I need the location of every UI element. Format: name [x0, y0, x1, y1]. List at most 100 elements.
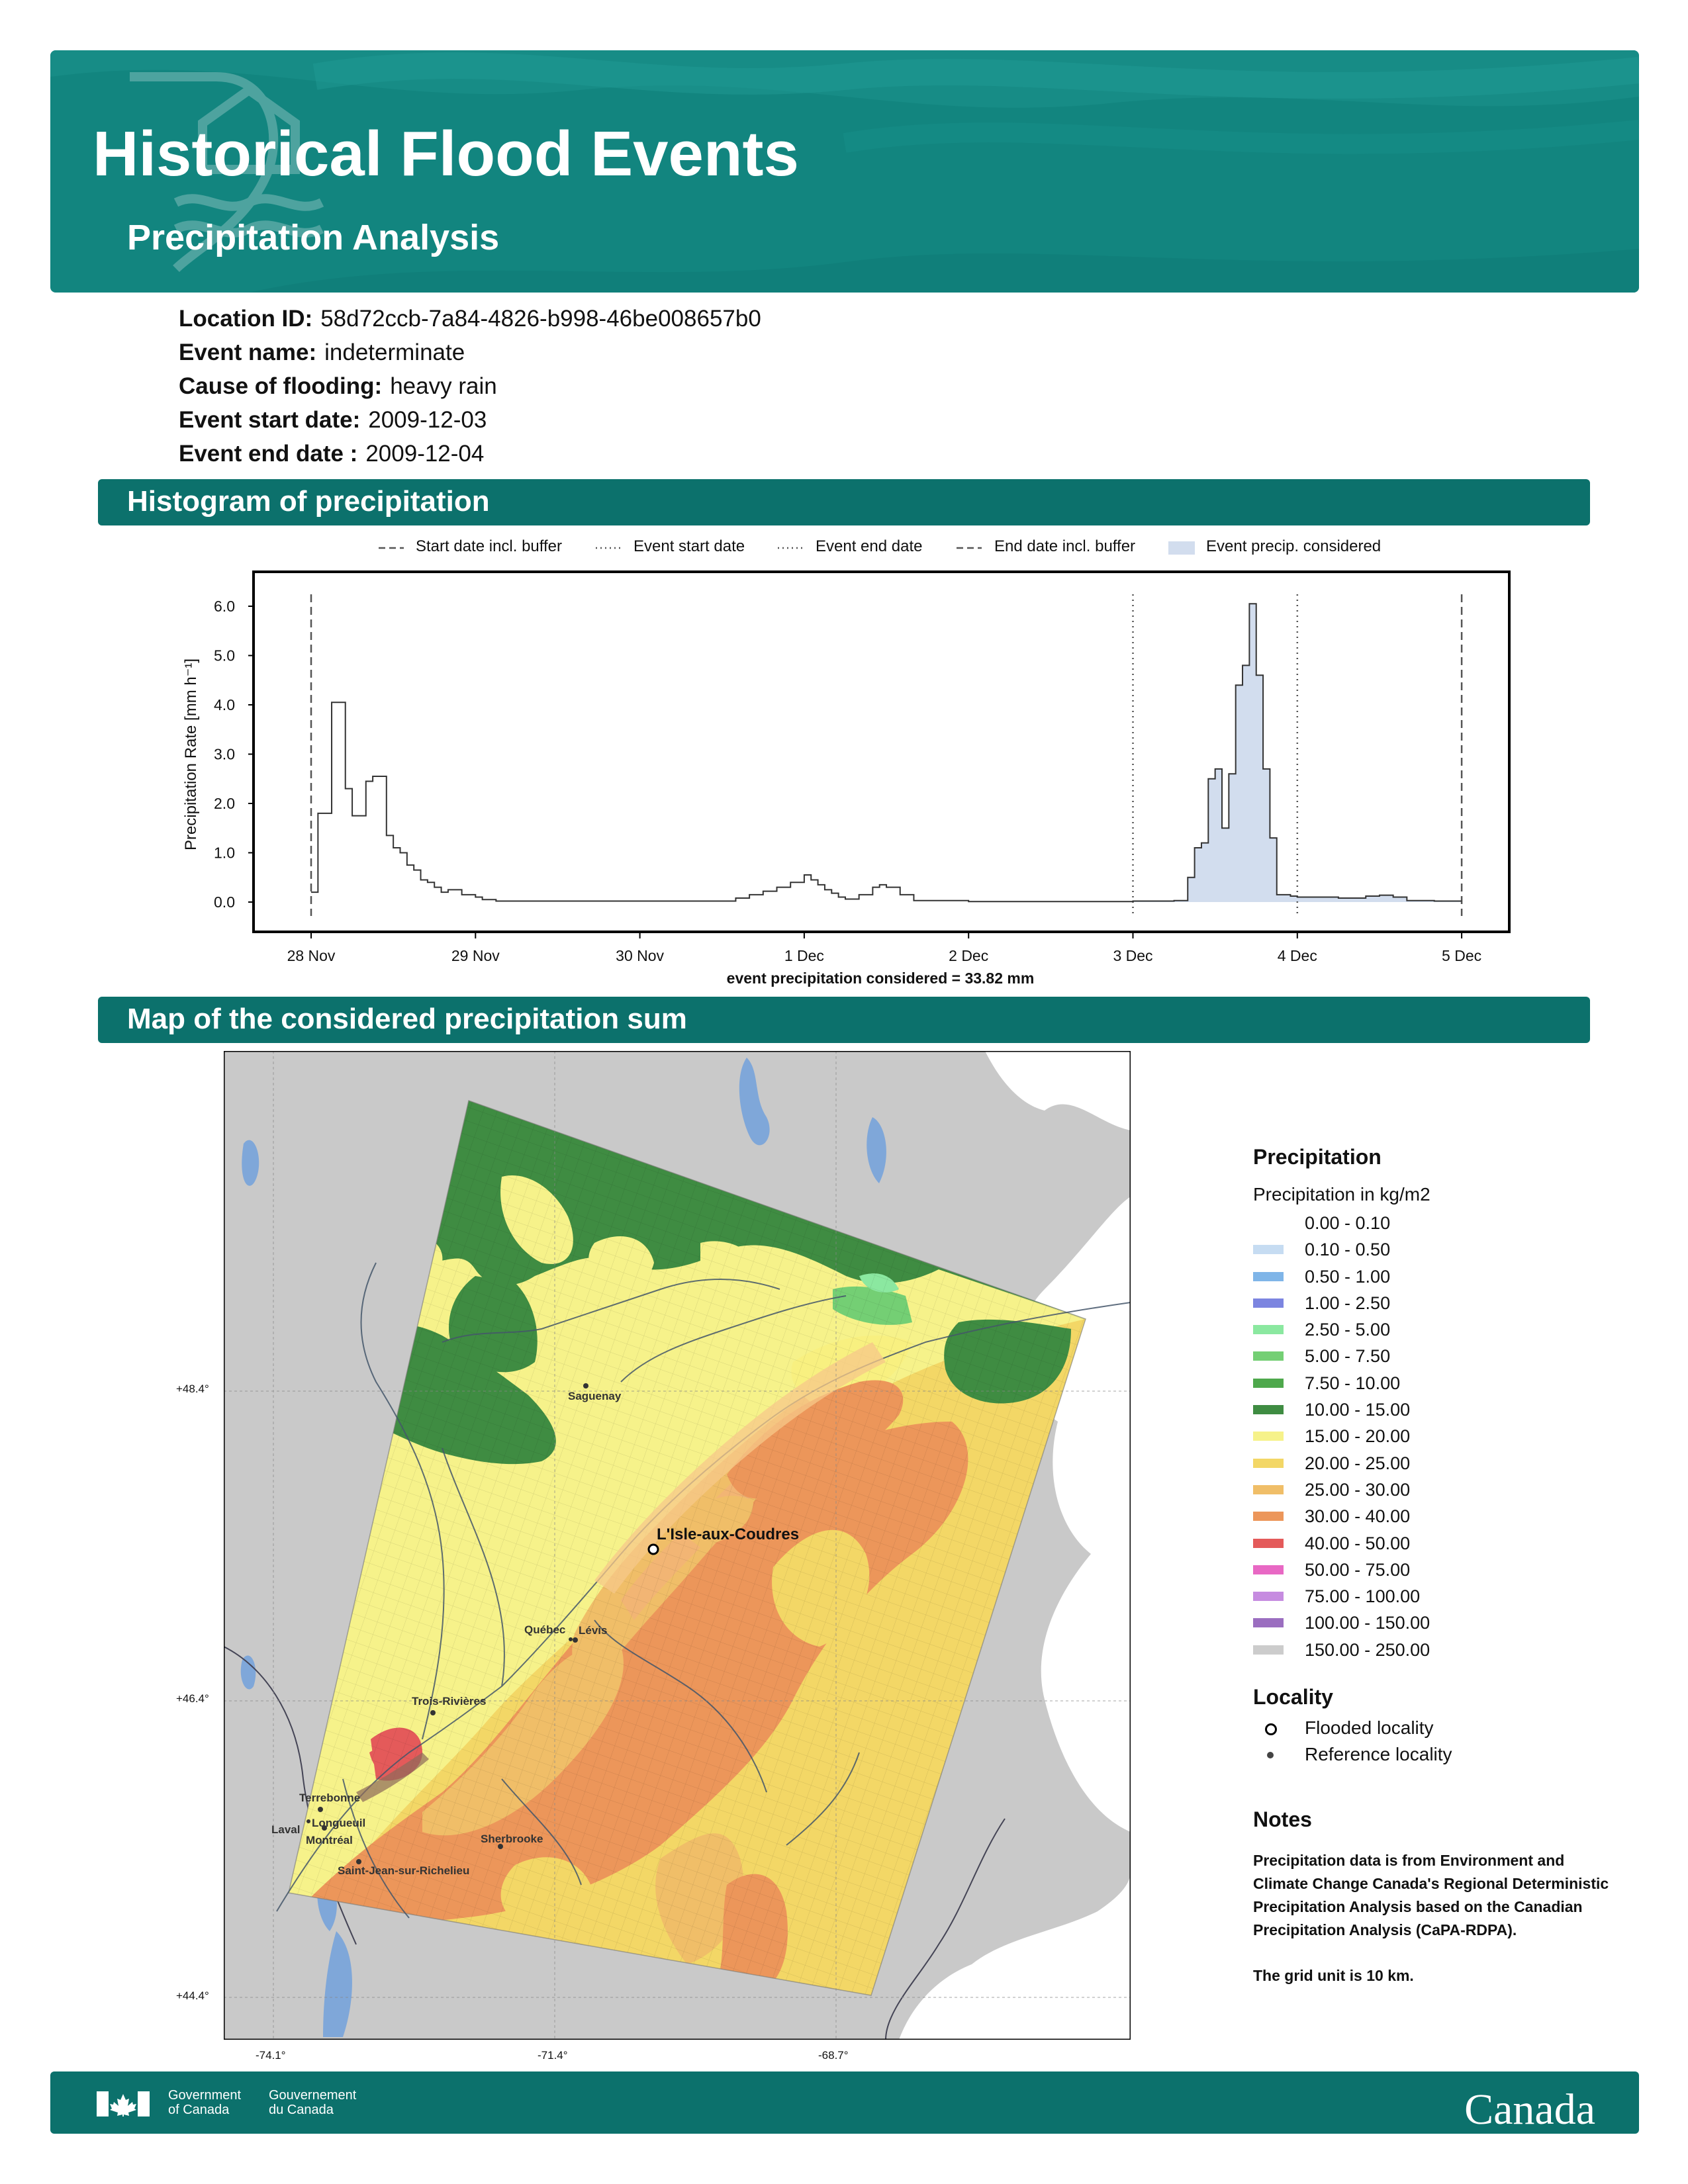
legend-event-start: Event start date	[633, 537, 745, 555]
place-terrebonne: Terrebonne	[299, 1792, 360, 1804]
y-tick-label: 6.0	[214, 598, 235, 615]
legend-precip-subtitle: Precipitation in kg/m2	[1253, 1184, 1430, 1205]
canada-wordmark: Canada	[1464, 2085, 1595, 2134]
y-tick-label: 1.0	[214, 844, 235, 862]
reference-locality-dot	[583, 1383, 588, 1388]
legend-class-label: 7.50 - 10.00	[1305, 1373, 1401, 1393]
legend-class-label: 0.10 - 0.50	[1305, 1240, 1391, 1260]
y-axis-label: Precipitation Rate [mm h⁻¹]	[182, 659, 200, 850]
legend-class-row: 10.00 - 15.00	[1253, 1400, 1624, 1426]
plot-frame	[252, 570, 1511, 933]
legend-class-swatch	[1253, 1645, 1284, 1655]
legend-class-row: 5.00 - 7.50	[1253, 1346, 1624, 1373]
legend-start-buffer: Start date incl. buffer	[416, 537, 563, 555]
map-legend: Precipitation Precipitation in kg/m2 0.0…	[1253, 1145, 1624, 1987]
precipitation-histogram: 0.0 1.0 2.0 3.0 4.0 5.0 6.0 28 Nov 29 Nov 30 Nov…	[182, 570, 1511, 987]
place-lisle-aux-coudres: L'Isle-aux-Coudres	[657, 1525, 799, 1543]
x-tick-label: 5 Dec	[1442, 947, 1481, 964]
lat-label-2: +46.4°	[176, 1692, 209, 1705]
legend-class-swatch	[1253, 1618, 1284, 1628]
event-name-label: Event name:	[179, 340, 317, 365]
legend-class-swatch	[1253, 1538, 1284, 1548]
legend-class-label: 2.50 - 5.00	[1305, 1320, 1391, 1340]
legend-class-label: 0.00 - 0.10	[1305, 1213, 1391, 1233]
graticule	[224, 1051, 1131, 2040]
y-tick-label: 2.0	[214, 795, 235, 812]
legend-class-row: 50.00 - 75.00	[1253, 1560, 1624, 1586]
notes-text: Precipitation data is from Environment a…	[1253, 1852, 1609, 1939]
notes-grid: The grid unit is 10 km.	[1253, 1967, 1414, 1985]
lat-label-1: +48.4°	[176, 1383, 209, 1395]
legend-class-row: 0.00 - 0.10	[1253, 1213, 1624, 1240]
notes-title: Notes	[1253, 1807, 1312, 1832]
histogram-legend-symbols	[379, 541, 1195, 555]
legend-class-swatch	[1253, 1378, 1284, 1388]
legend-event-end: Event end date	[816, 537, 923, 555]
gulf-water	[1020, 1051, 1131, 1832]
x-tick-label: 3 Dec	[1113, 947, 1152, 964]
legend-class-label: 5.00 - 7.50	[1305, 1346, 1391, 1367]
end-date-value: 2009-12-04	[365, 441, 485, 467]
place-saguenay: Saguenay	[568, 1390, 622, 1402]
legend-class-label: 30.00 - 40.00	[1305, 1506, 1411, 1527]
histogram-section-bar: Histogram of precipitation	[98, 479, 1590, 525]
precipitation-map: Saguenay L'Isle-aux-Coudres Québec Lévis…	[224, 1051, 1131, 2040]
legend-event-precip: Event precip. considered	[1206, 537, 1382, 555]
header-banner	[50, 50, 1639, 293]
legend-class-row: 100.00 - 150.00	[1253, 1613, 1624, 1639]
legend-class-label: 25.00 - 30.00	[1305, 1479, 1411, 1500]
legend-class-label: 100.00 - 150.00	[1305, 1613, 1430, 1633]
legend-class-label: 10.00 - 15.00	[1305, 1400, 1411, 1420]
legend-class-swatch	[1253, 1484, 1284, 1494]
legend-class-label: 15.00 - 20.00	[1305, 1426, 1411, 1447]
lon-label-1: -74.1°	[256, 2049, 286, 2062]
legend-class-swatch	[1253, 1218, 1284, 1228]
legend-class-label: 40.00 - 50.00	[1305, 1533, 1411, 1553]
end-date-row: Event end date : 2009-12-04	[179, 441, 484, 467]
legend-locality-title: Locality	[1253, 1685, 1333, 1709]
location-id-label: Location ID:	[179, 306, 313, 332]
x-axis-label: event precipitation considered = 33.82 m…	[727, 970, 1035, 987]
place-montreal: Montréal	[306, 1834, 353, 1846]
place-longueuil: Longueuil	[312, 1817, 365, 1829]
legend-class-row: 7.50 - 10.00	[1253, 1373, 1624, 1400]
x-tick-label: 4 Dec	[1278, 947, 1317, 964]
legend-precip-title: Precipitation	[1253, 1145, 1382, 1169]
precip-rate-line	[311, 603, 1462, 903]
place-trois-rivieres: Trois-Rivières	[412, 1695, 486, 1707]
flooded-locality-icon	[1265, 1723, 1277, 1736]
st-lawrence-estuary	[594, 1342, 886, 1594]
legend-flooded-row: Flooded locality	[1253, 1717, 1624, 1744]
lat-label-3: +44.4°	[176, 1989, 209, 2002]
histogram-section-title: Histogram of precipitation	[127, 485, 490, 518]
legend-class-row: 15.00 - 20.00	[1253, 1426, 1624, 1453]
reference-locality-icon	[1267, 1752, 1274, 1759]
end-date-label: Event end date :	[179, 441, 358, 467]
page-subtitle: Precipitation Analysis	[127, 218, 500, 257]
event-precip-area	[1133, 604, 1462, 902]
place-saint-jean-sur-richelieu: Saint-Jean-sur-Richelieu	[338, 1864, 469, 1877]
x-tick-label: 30 Nov	[616, 947, 664, 964]
legend-class-label: 0.50 - 1.00	[1305, 1266, 1391, 1287]
cause-row: Cause of flooding: heavy rain	[179, 373, 497, 400]
cause-value: heavy rain	[390, 373, 497, 399]
y-tick-label: 3.0	[214, 746, 235, 763]
place-sherbrooke: Sherbrooke	[481, 1833, 543, 1845]
lon-label-3: -68.7°	[818, 2049, 849, 2062]
place-quebec: Québec	[524, 1623, 565, 1636]
x-tick-label: 2 Dec	[949, 947, 988, 964]
legend-class-row: 0.50 - 1.00	[1253, 1267, 1624, 1293]
legend-class-swatch	[1253, 1512, 1284, 1522]
legend-class-row: 40.00 - 50.00	[1253, 1533, 1624, 1560]
legend-end-buffer: End date incl. buffer	[994, 537, 1136, 555]
legend-reference-label: Reference locality	[1305, 1744, 1452, 1765]
legend-class-swatch	[1253, 1432, 1284, 1441]
footer-gov-fr: Gouvernement du Canada	[269, 2088, 357, 2117]
event-name-value: indeterminate	[324, 340, 465, 365]
legend-class-row: 1.00 - 2.50	[1253, 1293, 1624, 1320]
legend-class-row: 75.00 - 100.00	[1253, 1586, 1624, 1613]
legend-class-label: 75.00 - 100.00	[1305, 1586, 1421, 1607]
canada-flag-icon	[97, 2091, 150, 2116]
map-section-bar: Map of the considered precipitation sum	[98, 997, 1590, 1043]
x-tick-label: 1 Dec	[784, 947, 824, 964]
